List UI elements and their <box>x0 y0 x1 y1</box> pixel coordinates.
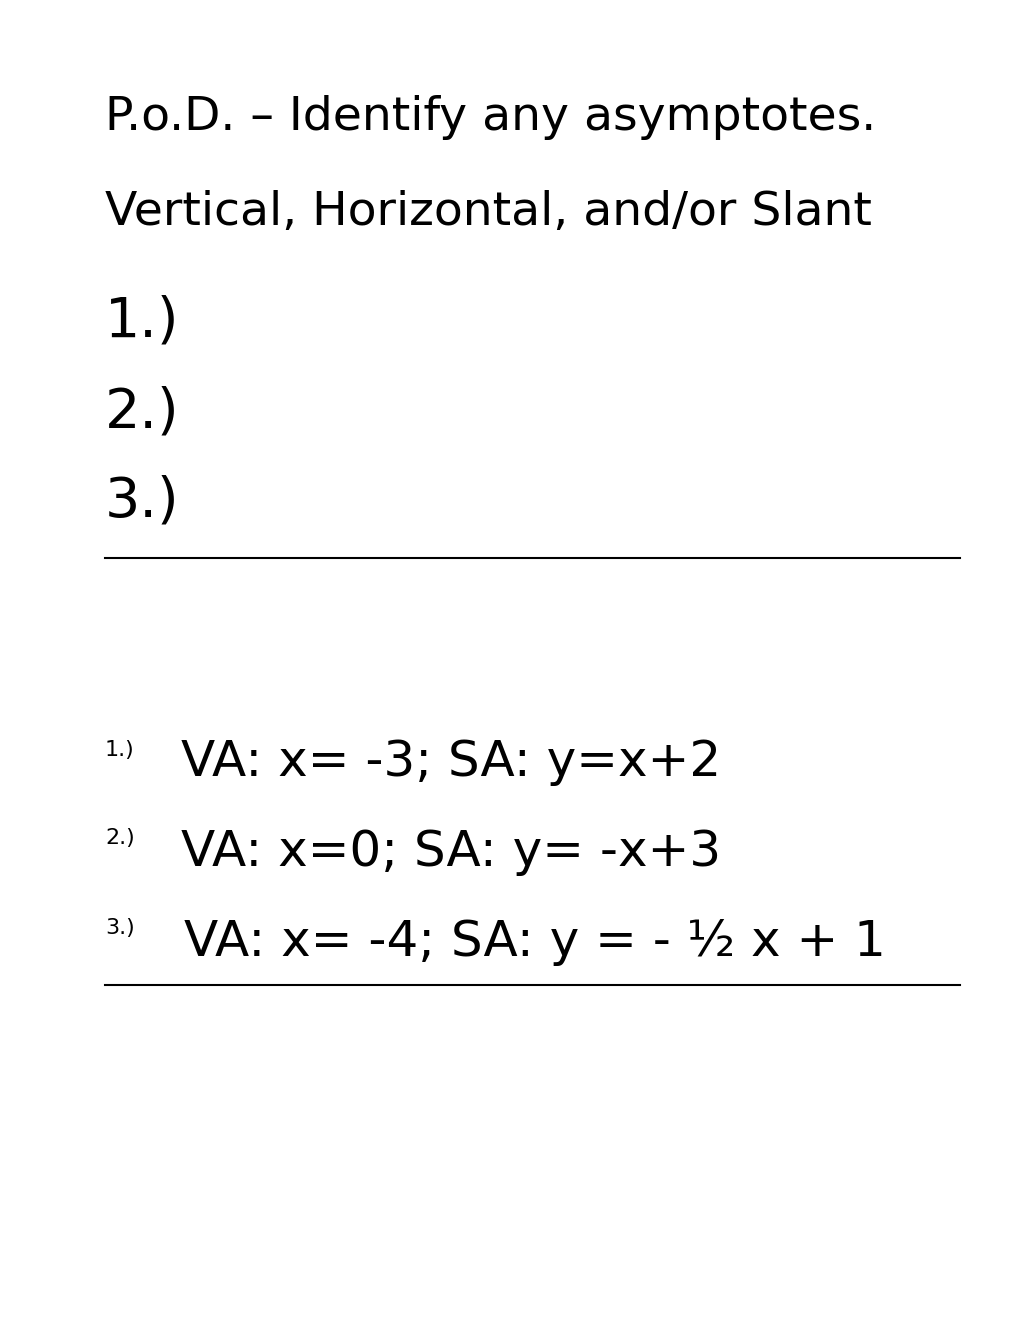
Text: 3.): 3.) <box>105 917 135 939</box>
Text: 2.): 2.) <box>105 828 135 847</box>
Text: VA: x=0; SA: y= -x+3: VA: x=0; SA: y= -x+3 <box>180 828 720 876</box>
Text: 2.): 2.) <box>105 385 179 440</box>
Text: P.o.D. – Identify any asymptotes.: P.o.D. – Identify any asymptotes. <box>105 95 875 140</box>
Text: 3.): 3.) <box>105 475 179 529</box>
Text: VA: x= -3; SA: y=x+2: VA: x= -3; SA: y=x+2 <box>180 738 720 785</box>
Text: 1.): 1.) <box>105 294 179 348</box>
Text: VA: x= -4; SA: y = - ½ x + 1: VA: x= -4; SA: y = - ½ x + 1 <box>183 917 884 966</box>
Text: 1.): 1.) <box>105 741 135 760</box>
Text: Vertical, Horizontal, and/or Slant: Vertical, Horizontal, and/or Slant <box>105 190 871 235</box>
